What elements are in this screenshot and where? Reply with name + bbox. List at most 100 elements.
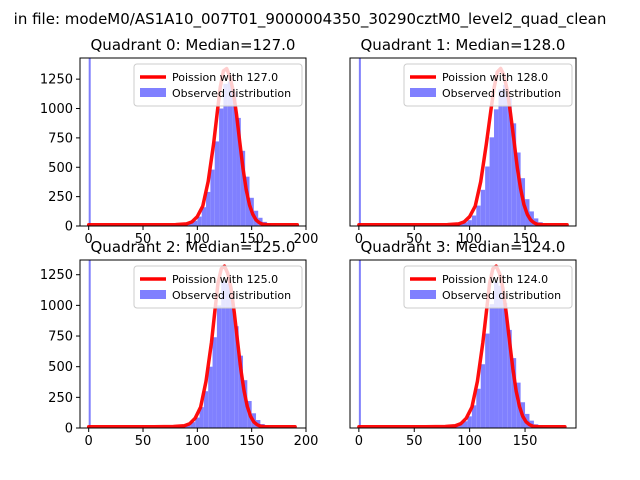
- histogram-bar: [463, 421, 468, 428]
- histogram-bar: [216, 305, 222, 428]
- histogram-bar: [212, 337, 217, 428]
- legend-label-poisson: Poission with 124.0: [442, 273, 548, 286]
- histogram-bar: [232, 92, 237, 226]
- x-tick-label: 100: [185, 434, 210, 449]
- histogram-bar: [210, 169, 215, 226]
- histogram-bar: [507, 97, 512, 227]
- histogram-bar: [190, 422, 196, 428]
- subplot-quadrant-0: 0 50 100 150 200 0 250 500 750 1000 1250 Poission w…: [40, 36, 319, 247]
- subplot-title: Quadrant 2: Median=125.0: [91, 238, 296, 256]
- x-tick-label: 100: [185, 232, 210, 247]
- y-tick-label: 1000: [40, 102, 73, 117]
- legend-label-poisson: Poission with 125.0: [172, 273, 278, 286]
- y-tick-label: 750: [48, 330, 73, 345]
- histogram-bar: [516, 152, 521, 226]
- x-tick-label: 0: [85, 434, 93, 449]
- y-tick-label: 1000: [40, 299, 73, 314]
- histogram-bar: [511, 123, 517, 226]
- histogram-bar: [476, 388, 481, 428]
- histogram-bar: [463, 222, 468, 226]
- histogram-bar: [219, 108, 224, 226]
- legend-label-poisson: Poission with 128.0: [442, 71, 548, 84]
- legend-bar-swatch: [140, 88, 166, 97]
- legend-bar-swatch: [140, 290, 166, 299]
- legend-label-observed: Observed distribution: [172, 87, 291, 100]
- legend-box: [133, 265, 303, 309]
- y-tick-label: 500: [48, 161, 73, 176]
- x-tick-label: 0: [85, 232, 93, 247]
- histogram-bar: [471, 215, 477, 226]
- subplot-title: Quadrant 3: Median=124.0: [361, 238, 566, 256]
- subplot-quadrant-1: 0 50 100 150 Poission with 128.0 Observed dis…: [349, 36, 577, 247]
- histogram-spike-bar: [88, 260, 91, 428]
- histogram-bar: [489, 137, 495, 226]
- x-tick-label: 100: [457, 434, 482, 449]
- histogram-bar: [206, 191, 211, 226]
- y-tick-label: 250: [48, 391, 73, 406]
- figure-suptitle: in file: modeM0/AS1A10_007T01_9000004350…: [14, 10, 607, 29]
- histogram-bar: [494, 282, 499, 428]
- x-tick-label: 200: [294, 232, 319, 247]
- x-tick-label: 100: [457, 232, 482, 247]
- histogram-bar: [498, 285, 503, 428]
- subplot-quadrant-3: 0 50 100 150 Poission with 124.0 Observed dis…: [349, 238, 577, 449]
- histogram-bar: [485, 333, 490, 428]
- histogram-bar: [471, 405, 477, 428]
- histogram-bar: [197, 216, 202, 226]
- histogram-spike-bar: [358, 58, 361, 226]
- histogram-bar: [227, 81, 233, 226]
- histogram-bar: [223, 83, 228, 226]
- axes-frame: [349, 57, 577, 227]
- histogram-bar: [234, 326, 239, 428]
- x-tick-label: 150: [513, 434, 538, 449]
- x-tick-label: 200: [294, 434, 319, 449]
- x-tick-label: 0: [355, 232, 363, 247]
- subplot-title: Quadrant 0: Median=127.0: [91, 36, 296, 54]
- legend-box: [403, 265, 573, 309]
- histogram-bar: [214, 141, 220, 226]
- histogram-bar: [225, 283, 230, 428]
- y-tick-label: 0: [65, 220, 73, 235]
- histogram-bar: [502, 84, 508, 226]
- x-tick-label: 50: [135, 232, 152, 247]
- histogram-bar: [502, 302, 508, 428]
- histogram-bar: [236, 117, 241, 226]
- x-tick-label: 150: [239, 232, 264, 247]
- legend-label-poisson: Poission with 127.0: [172, 71, 278, 84]
- histogram-bar: [208, 366, 213, 428]
- y-tick-label: 0: [65, 422, 73, 437]
- histogram-bar: [193, 220, 198, 226]
- histogram-bar: [494, 109, 499, 226]
- histogram-bar: [485, 166, 490, 226]
- histogram-spike-bar: [88, 58, 91, 226]
- y-tick-label: 250: [48, 190, 73, 205]
- x-tick-label: 50: [406, 232, 423, 247]
- legend-label-observed: Observed distribution: [172, 289, 291, 302]
- histogram-bar: [511, 358, 517, 428]
- histogram-bar: [195, 417, 200, 428]
- histogram-bar: [240, 150, 246, 226]
- x-tick-label: 150: [239, 434, 264, 449]
- histogram-bar: [489, 304, 495, 428]
- histogram-bar: [458, 423, 463, 428]
- histogram-bar: [498, 89, 503, 226]
- histogram-bar: [480, 364, 486, 428]
- y-tick-label: 1250: [40, 268, 73, 283]
- legend-bar-swatch: [410, 290, 436, 299]
- histogram-bar: [476, 205, 481, 226]
- y-tick-label: 1250: [40, 73, 73, 88]
- histogram-bar: [199, 407, 204, 428]
- histogram-bar: [221, 280, 226, 428]
- legend-box: [403, 63, 573, 107]
- axes-frame: [79, 259, 307, 429]
- histogram-bar: [188, 222, 193, 226]
- axes-frame: [349, 259, 577, 429]
- histogram-spike-bar: [358, 260, 361, 428]
- legend-label-observed: Observed distribution: [442, 87, 561, 100]
- legend-box: [133, 63, 303, 107]
- x-tick-label: 150: [513, 232, 538, 247]
- y-tick-label: 500: [48, 360, 73, 375]
- histogram-bar: [201, 207, 207, 226]
